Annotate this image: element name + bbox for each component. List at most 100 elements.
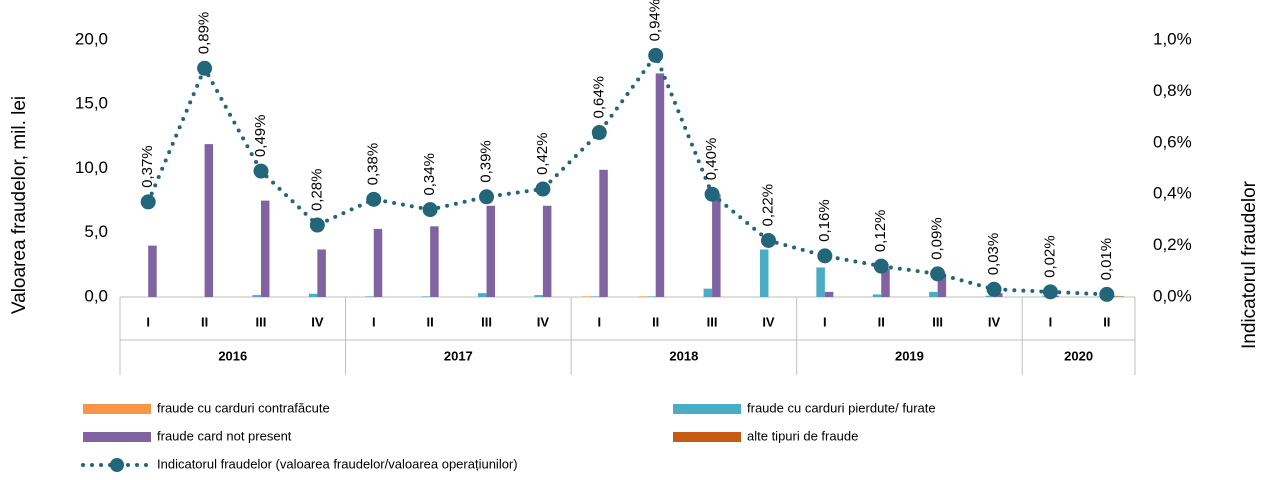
bar	[647, 296, 656, 297]
line-marker	[140, 194, 156, 210]
x-tick-label: II	[427, 314, 434, 329]
x-tick-label: III	[256, 314, 267, 329]
group-label: 2018	[669, 348, 698, 363]
line-marker	[535, 181, 551, 197]
bar	[712, 194, 721, 297]
bar	[816, 267, 825, 297]
data-label: 0,42%	[534, 133, 551, 176]
bar	[638, 296, 648, 297]
x-tick-label: IV	[311, 314, 324, 329]
legend-swatch	[83, 432, 151, 442]
x-tick-label: IV	[537, 314, 550, 329]
bar	[148, 245, 157, 297]
bar	[824, 291, 834, 297]
bar	[486, 205, 496, 297]
line-marker	[197, 60, 213, 76]
bar	[308, 293, 318, 297]
group-label: 2017	[444, 348, 473, 363]
bar	[1115, 296, 1124, 297]
legend-swatch	[673, 404, 741, 414]
legend-marker	[110, 458, 124, 472]
data-label: 0,22%	[759, 184, 776, 227]
data-label: 0,02%	[1041, 235, 1058, 278]
bar	[365, 296, 374, 297]
data-label: 0,09%	[929, 217, 946, 260]
bar	[534, 295, 543, 297]
data-label: 0,49%	[252, 115, 269, 158]
x-tick-label: I	[372, 314, 376, 329]
data-label: 0,64%	[590, 76, 607, 119]
x-tick-label: III	[481, 314, 492, 329]
bar	[759, 249, 769, 297]
bar	[317, 249, 326, 297]
y-tick-label: 10,0	[75, 158, 108, 177]
legend-label: alte tipuri de fraude	[747, 428, 858, 443]
bar	[478, 293, 487, 297]
legend-label: Indicatorul fraudelor (valoarea fraudelo…	[157, 456, 518, 471]
line-marker	[422, 202, 438, 218]
bar	[260, 200, 270, 297]
line-marker	[591, 125, 607, 141]
y2-tick-label: 0,0%	[1153, 286, 1192, 305]
bar	[582, 296, 591, 297]
bar	[421, 296, 431, 297]
legend-swatch	[83, 404, 151, 414]
data-label: 0,03%	[985, 233, 1002, 276]
bar	[590, 296, 600, 297]
line-marker	[760, 232, 776, 248]
x-tick-label: I	[1049, 314, 1053, 329]
x-tick-label: II	[1103, 314, 1110, 329]
y-tick-label: 15,0	[75, 94, 108, 113]
data-label: 0,01%	[1098, 238, 1115, 281]
bar	[703, 288, 713, 297]
line-marker	[817, 248, 833, 264]
data-label: 0,34%	[421, 153, 438, 196]
line-marker	[366, 191, 382, 207]
x-tick-label: I	[597, 314, 601, 329]
x-tick-label: II	[201, 314, 208, 329]
bar	[430, 226, 439, 297]
x-tick-label: IV	[762, 314, 775, 329]
line-marker	[930, 266, 946, 282]
data-label: 0,37%	[139, 145, 156, 188]
line	[146, 51, 1109, 297]
bar	[929, 291, 938, 297]
bar	[204, 144, 214, 297]
legend-swatch	[673, 432, 741, 442]
y-tick-label: 0,0	[84, 286, 108, 305]
data-label: 0,94%	[647, 0, 664, 41]
line-marker	[1099, 286, 1115, 302]
x-tick-label: II	[878, 314, 885, 329]
x-tick-label: I	[146, 314, 150, 329]
bar	[655, 73, 665, 297]
data-label: 0,39%	[477, 140, 494, 183]
legend-label: fraude cu carduri contrafăcute	[157, 400, 330, 415]
x-tick-label: III	[707, 314, 718, 329]
line-marker	[986, 281, 1002, 297]
bar	[881, 268, 890, 297]
line-marker	[253, 163, 269, 179]
y2-axis-title: Indicatorul fraudelor	[1239, 180, 1260, 349]
bar	[252, 295, 261, 297]
y2-tick-label: 1,0%	[1153, 29, 1192, 48]
x-tick-label: III	[932, 314, 943, 329]
line-marker	[873, 258, 889, 274]
y2-tick-label: 0,4%	[1153, 184, 1192, 203]
data-label: 0,89%	[196, 12, 213, 55]
y2-tick-label: 0,2%	[1153, 235, 1192, 254]
line-marker	[309, 217, 325, 233]
bar	[599, 169, 608, 297]
line-marker	[479, 189, 495, 205]
x-tick-label: IV	[988, 314, 1001, 329]
y2-tick-label: 0,8%	[1153, 81, 1192, 100]
group-label: 2019	[895, 348, 924, 363]
line-marker	[1042, 284, 1058, 300]
data-label: 0,28%	[308, 168, 325, 211]
data-label: 0,38%	[365, 143, 382, 186]
y-tick-label: 5,0	[84, 222, 108, 241]
line-marker	[648, 47, 664, 63]
line-marker	[704, 186, 720, 202]
bar	[542, 205, 552, 297]
data-label: 0,12%	[872, 210, 889, 253]
